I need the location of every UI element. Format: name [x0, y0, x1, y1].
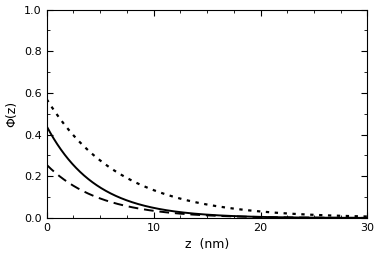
Poloxamer 188 [297, 216, 302, 219]
Poloxamer 407 [61, 177, 65, 180]
Line: Poloxamer 407: Poloxamer 407 [47, 165, 367, 218]
Poloxamine 908 [44, 98, 49, 101]
Poloxamer 188 [44, 125, 49, 128]
Poloxamer 188 [365, 216, 370, 219]
Poloxamer 188 [192, 212, 196, 215]
Poloxamine 908 [365, 215, 370, 218]
Poloxamer 188 [200, 213, 205, 216]
Line: Poloxamer 188: Poloxamer 188 [47, 126, 367, 218]
Poloxamer 407 [44, 163, 49, 167]
Poloxamer 188 [356, 216, 360, 219]
Line: Poloxamine 908: Poloxamine 908 [47, 99, 367, 216]
Poloxamer 407 [365, 216, 370, 219]
Poloxamine 908 [200, 202, 205, 205]
Poloxamer 407 [356, 216, 360, 219]
Y-axis label: Φ(z): Φ(z) [6, 101, 19, 127]
Poloxamer 188 [356, 216, 360, 219]
Poloxamine 908 [356, 215, 360, 218]
Poloxamine 908 [356, 215, 360, 218]
Poloxamine 908 [297, 213, 302, 216]
X-axis label: z  (nm): z (nm) [185, 238, 229, 251]
Poloxamer 407 [192, 213, 196, 216]
Poloxamer 407 [200, 214, 205, 217]
Poloxamine 908 [192, 200, 196, 204]
Poloxamer 407 [356, 216, 360, 219]
Poloxamer 407 [297, 216, 302, 219]
Poloxamine 908 [61, 121, 65, 124]
Poloxamer 188 [61, 151, 65, 154]
